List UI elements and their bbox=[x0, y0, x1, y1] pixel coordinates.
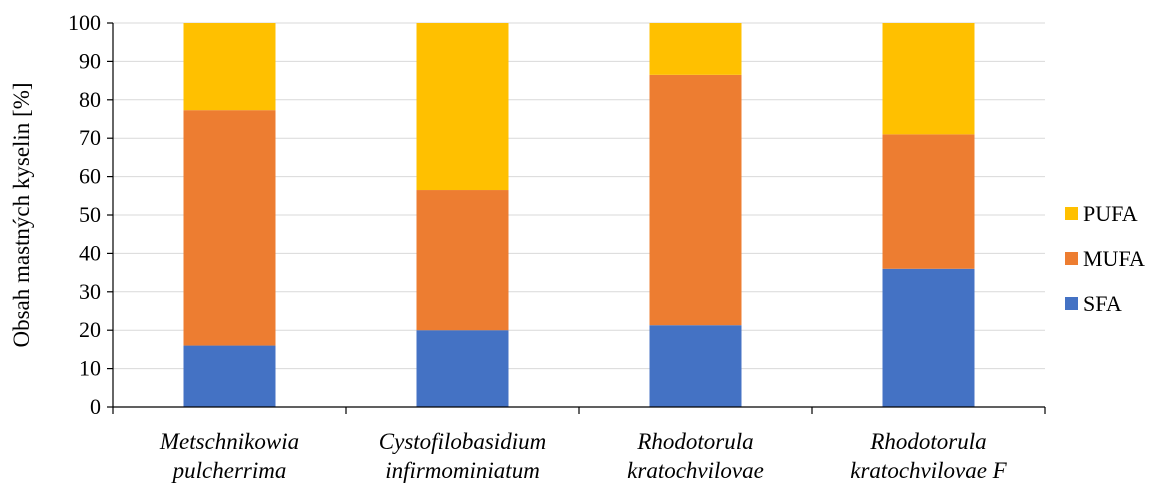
legend-swatch-pufa bbox=[1065, 207, 1078, 220]
legend-label-sfa: SFA bbox=[1083, 291, 1122, 316]
x-category-label: infirmominiatum bbox=[385, 458, 540, 483]
bar-mufa-1 bbox=[183, 110, 276, 346]
x-category-label: Metschnikowia bbox=[159, 429, 299, 454]
legend: PUFA MUFA SFA bbox=[1065, 201, 1145, 316]
y-tick-label: 0 bbox=[90, 394, 101, 419]
bars-group bbox=[183, 23, 975, 407]
y-tick-label: 60 bbox=[79, 164, 101, 189]
y-tick-label: 70 bbox=[79, 125, 101, 150]
legend-label-pufa: PUFA bbox=[1083, 201, 1138, 226]
axes bbox=[107, 22, 1046, 414]
y-tick-label: 10 bbox=[79, 356, 101, 381]
bar-pufa-3 bbox=[649, 23, 742, 75]
bar-sfa-2 bbox=[416, 330, 509, 407]
y-tick-label: 100 bbox=[68, 10, 101, 35]
y-tick-label: 50 bbox=[79, 202, 101, 227]
bar-sfa-4 bbox=[882, 268, 975, 407]
y-tick-label: 90 bbox=[79, 48, 101, 73]
x-category-label: kratochvilovae bbox=[627, 458, 764, 483]
bar-mufa-3 bbox=[649, 74, 742, 326]
bar-pufa-1 bbox=[183, 23, 276, 111]
x-category-label: pulcherrima bbox=[171, 458, 287, 483]
legend-swatch-mufa bbox=[1065, 252, 1078, 265]
legend-swatch-sfa bbox=[1065, 297, 1078, 310]
x-category-label: Rhodotorula bbox=[869, 429, 986, 454]
y-tick-labels: 0 10 20 30 40 50 60 70 80 90 100 bbox=[68, 10, 101, 419]
bar-mufa-4 bbox=[882, 134, 975, 269]
y-tick-label: 30 bbox=[79, 279, 101, 304]
bar-mufa-2 bbox=[416, 190, 509, 331]
x-category-label: Rhodotorula bbox=[636, 429, 753, 454]
y-tick-label: 40 bbox=[79, 240, 101, 265]
x-category-label: kratochvilovae F bbox=[850, 458, 1007, 483]
legend-label-mufa: MUFA bbox=[1083, 246, 1145, 271]
x-category-label: Cystofilobasidium bbox=[379, 429, 546, 454]
bar-pufa-4 bbox=[882, 23, 975, 135]
y-axis-title: Obsah mastných kyselin [%] bbox=[9, 82, 34, 347]
bar-sfa-3 bbox=[649, 325, 742, 407]
y-tick-label: 80 bbox=[79, 87, 101, 112]
x-category-labels: Metschnikowia pulcherrima Cystofilobasidiu… bbox=[159, 429, 1008, 483]
bar-pufa-2 bbox=[416, 23, 509, 191]
bar-sfa-1 bbox=[183, 345, 276, 407]
y-tick-label: 20 bbox=[79, 317, 101, 342]
